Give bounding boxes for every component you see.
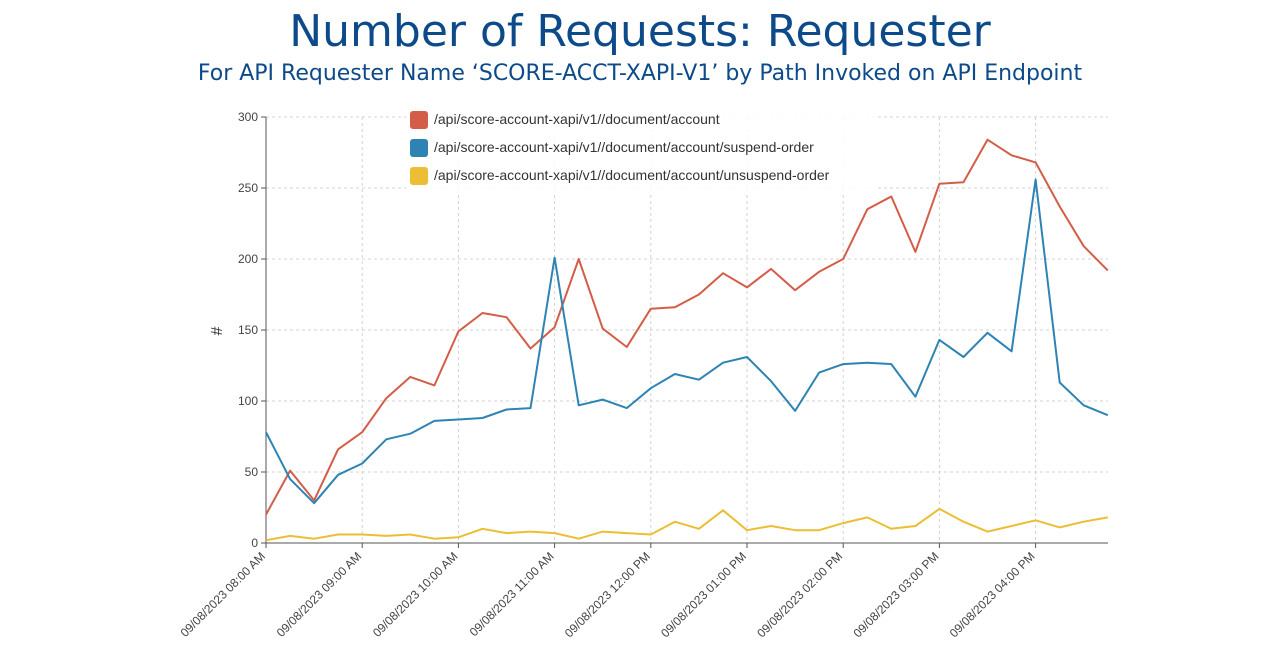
x-tick-label: 09/08/2023 12:00 PM (562, 549, 653, 640)
legend-swatch (410, 111, 428, 129)
x-tick-label: 09/08/2023 01:00 PM (658, 549, 749, 640)
y-tick-label: 300 (238, 110, 258, 124)
x-tick-label: 09/08/2023 09:00 AM (274, 549, 365, 640)
x-tick-label: 09/08/2023 11:00 AM (467, 549, 557, 639)
y-tick-label: 0 (251, 536, 258, 550)
legend-label: /api/score-account-xapi/v1//document/acc… (434, 167, 830, 183)
series-line-1 (265, 138, 1109, 516)
series-line-2 (265, 178, 1109, 505)
chart-title: Number of Requests: Requester (289, 6, 991, 57)
x-tick-label: 09/08/2023 08:00 AM (178, 549, 269, 640)
chart-subtitle: For API Requester Name ‘SCORE-ACCT-XAPI-… (197, 61, 1083, 86)
legend-label: /api/score-account-xapi/v1//document/acc… (434, 139, 814, 155)
x-tick-label: 09/08/2023 04:00 PM (947, 549, 1038, 640)
series-layer (265, 138, 1109, 542)
y-tick-label: 150 (238, 323, 258, 337)
x-tick-label: 09/08/2023 02:00 PM (754, 549, 845, 640)
legend-swatch (410, 167, 428, 185)
y-tick-label: 100 (238, 394, 258, 408)
legend: /api/score-account-xapi/v1//document/acc… (406, 107, 876, 193)
legend-swatch (410, 139, 428, 157)
x-tick-label: 09/08/2023 03:00 PM (850, 549, 941, 640)
y-axis-title: # (209, 326, 226, 335)
series-line-3 (265, 507, 1108, 542)
legend-label: /api/score-account-xapi/v1//document/acc… (434, 111, 720, 127)
y-tick-label: 50 (245, 465, 259, 479)
y-tick-label: 200 (238, 252, 258, 266)
x-tick-label: 09/08/2023 10:00 AM (370, 549, 461, 640)
y-tick-label: 250 (238, 181, 258, 195)
legend-background (406, 107, 876, 193)
